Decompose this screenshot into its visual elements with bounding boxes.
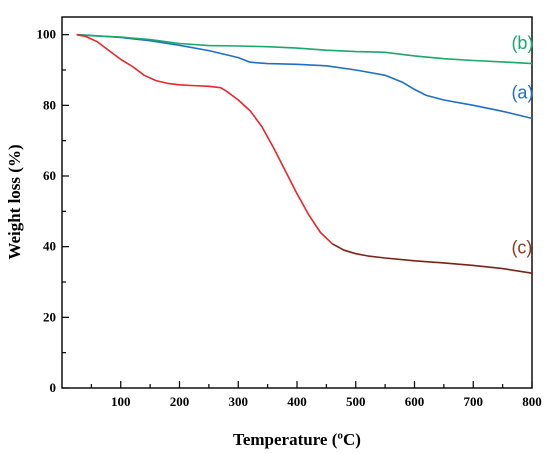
- plot-frame: [61, 16, 533, 389]
- x-tick-label: 100: [111, 394, 131, 409]
- axis-tick-labels: 100 200 300 400 500 600 700 800 0 20 40 60 80 100: [37, 27, 542, 409]
- x-tick-label: 200: [170, 394, 190, 409]
- x-tick-label: 500: [346, 394, 366, 409]
- x-tick-label: 700: [464, 394, 484, 409]
- x-tick-label: 600: [405, 394, 425, 409]
- y-tick-label: 100: [37, 27, 57, 42]
- x-tick-label: 400: [287, 394, 307, 409]
- series-line-0: [76, 33, 533, 120]
- series-label-1: (a): [511, 82, 533, 102]
- y-tick-label: 40: [43, 239, 56, 254]
- series-label-2: (c): [511, 238, 532, 258]
- series-layer: [76, 33, 533, 274]
- series-line-2: [76, 33, 333, 245]
- y-tick-label: 80: [43, 97, 56, 112]
- x-tick-label: 300: [229, 394, 249, 409]
- series-line-3: [331, 243, 533, 274]
- series-labels: (b) (a) (c): [511, 33, 533, 258]
- series-line-1: [76, 33, 533, 65]
- y-tick-label: 20: [43, 309, 56, 324]
- series-label-0: (b): [511, 33, 533, 53]
- axis-ticks: [62, 34, 533, 389]
- x-tick-label: 800: [522, 394, 542, 409]
- x-axis-title: Temperature (ºC): [233, 430, 361, 449]
- y-tick-label: 60: [43, 168, 56, 183]
- y-axis-title: Weight loss (%): [5, 144, 24, 259]
- y-tick-label: 0: [50, 380, 57, 395]
